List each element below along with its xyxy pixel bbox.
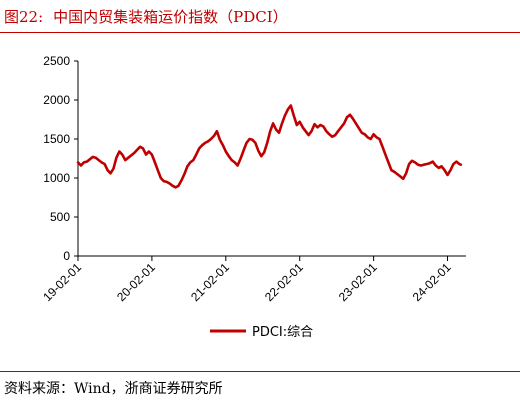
x-tick-label: 20-02-01 [114, 260, 158, 304]
y-axis-ticks: 0 500 1000 1500 2000 2500 [43, 54, 78, 263]
x-tick-label: 24-02-01 [410, 260, 454, 304]
x-tick-label: 23-02-01 [336, 260, 380, 304]
series-lines [76, 104, 463, 189]
figure-number: 图22: [4, 8, 44, 26]
source-note: 资料来源：Wind，浙商证券研究所 [4, 381, 223, 397]
title-divider [0, 32, 520, 33]
y-tick-label: 2000 [43, 93, 70, 107]
pdci-line-chart: 0 500 1000 1500 2000 2500 19-02-01 20-02-01 21-… [40, 54, 466, 340]
figure-title-text: 中国内贸集装箱运价指数（PDCI） [53, 8, 288, 26]
x-tick-label: 21-02-01 [188, 260, 232, 304]
series-line-pdci [76, 104, 463, 189]
x-tick-label: 22-02-01 [262, 260, 306, 304]
source-divider [0, 371, 520, 372]
x-axis-ticks: 19-02-01 20-02-01 21-02-01 22-02-01 23-02-01… [40, 256, 454, 304]
y-tick-label: 1500 [43, 132, 70, 146]
chart-axes [77, 61, 466, 257]
y-tick-label: 500 [50, 210, 70, 224]
legend-label: PDCI:综合 [252, 325, 313, 340]
y-tick-label: 1000 [43, 171, 70, 185]
chart-legend: PDCI:综合 [210, 325, 313, 340]
x-tick-label: 19-02-01 [40, 260, 84, 304]
y-tick-label: 0 [63, 249, 70, 263]
y-tick-label: 2500 [43, 54, 70, 68]
figure-title: 图22: 中国内贸集装箱运价指数（PDCI） [4, 6, 288, 28]
